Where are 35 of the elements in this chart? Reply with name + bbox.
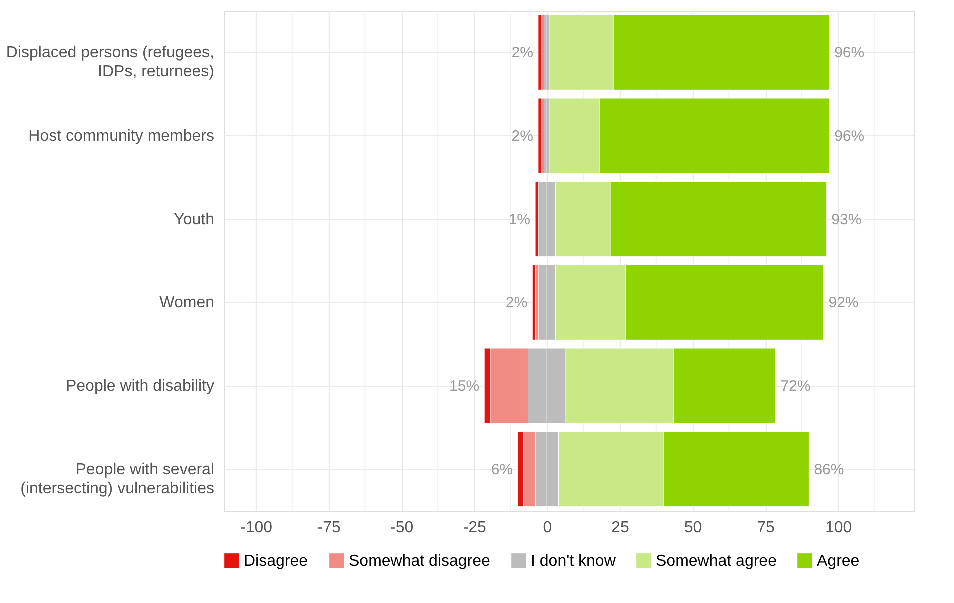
legend-label: Disagree: [244, 553, 308, 570]
x-tick-label: -25: [463, 520, 487, 536]
annotation: 72%: [780, 378, 811, 395]
x-tick-label: 75: [757, 520, 776, 536]
annotation: 2%: [512, 128, 534, 145]
legend-label: I don't know: [531, 553, 616, 570]
x-tick-label: -50: [390, 520, 414, 536]
x-tick-label: 25: [612, 520, 630, 536]
bar: [538, 14, 542, 90]
x-tick-label: 0: [543, 520, 552, 536]
annotation: 2%: [506, 294, 528, 312]
x-tick-label: 50: [684, 520, 702, 536]
y-tick-label: Youth: [174, 211, 214, 228]
annotation: 92%: [828, 294, 859, 312]
bar: [538, 98, 542, 174]
y-tick-label: People with several (intersecting) vulnerabilities: [20, 461, 214, 498]
annotation: 93%: [832, 211, 862, 228]
annotation: 96%: [834, 44, 865, 62]
legend-label: Somewhat disagree: [349, 553, 491, 570]
y-tick-label: People with disability: [66, 378, 214, 395]
x-tick-label: -100: [240, 520, 273, 536]
bar: [532, 264, 536, 340]
annotation: 1%: [508, 211, 531, 228]
annotation: 2%: [512, 44, 534, 62]
y-tick-label: Host community members: [28, 128, 214, 145]
annotation: 86%: [814, 461, 844, 478]
legend-label: Agree: [817, 553, 860, 570]
annotation: 6%: [491, 461, 514, 478]
legend-label: Somewhat agree: [656, 553, 778, 570]
y-tick-label: Displaced persons (refugees, IDPs, returnees): [6, 44, 214, 81]
y-tick-label: Women: [160, 294, 214, 312]
annotation: 96%: [834, 128, 865, 145]
annotation: 15%: [450, 378, 480, 395]
x-tick-label: -75: [318, 520, 341, 536]
x-tick-label: 100: [825, 520, 852, 536]
